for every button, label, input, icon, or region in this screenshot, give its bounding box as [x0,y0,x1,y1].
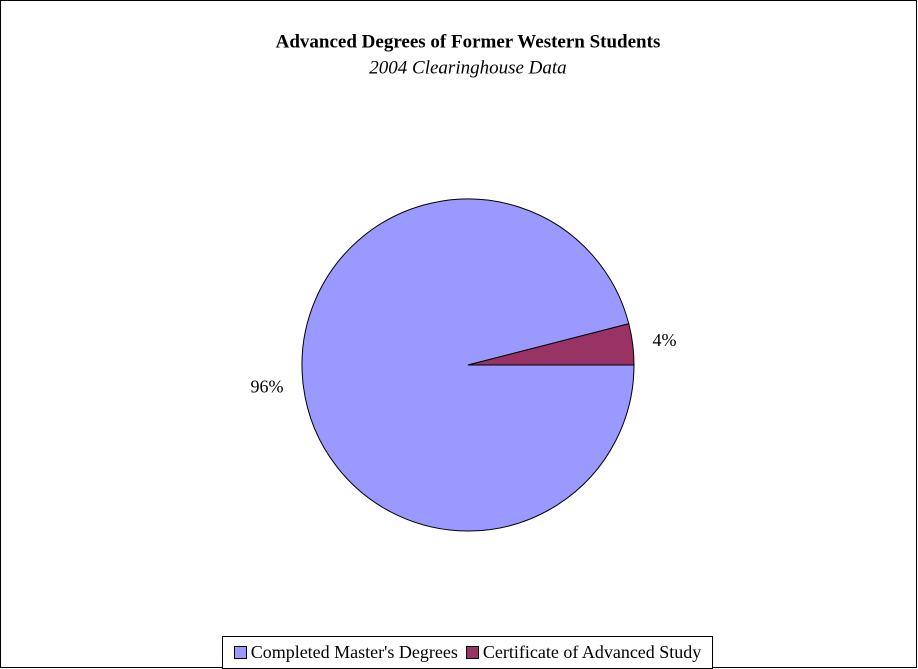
legend-label: Completed Master's Degrees [250,642,458,662]
legend-swatch [233,646,247,659]
data-label: 96% [250,376,283,396]
legend-swatch [465,646,479,659]
chart-subtitle: 2004 Clearinghouse Data [369,57,566,78]
legend-entry: Certificate of Advanced Study [465,642,702,663]
chart-title: Advanced Degrees of Former Western Stude… [276,31,661,52]
legend-label: Certificate of Advanced Study [482,642,702,662]
legend: Completed Master's Degrees Certificate of… [222,636,713,669]
pie-slice [467,323,635,366]
data-label: 4% [653,330,677,350]
legend-entry: Completed Master's Degrees [233,642,458,663]
